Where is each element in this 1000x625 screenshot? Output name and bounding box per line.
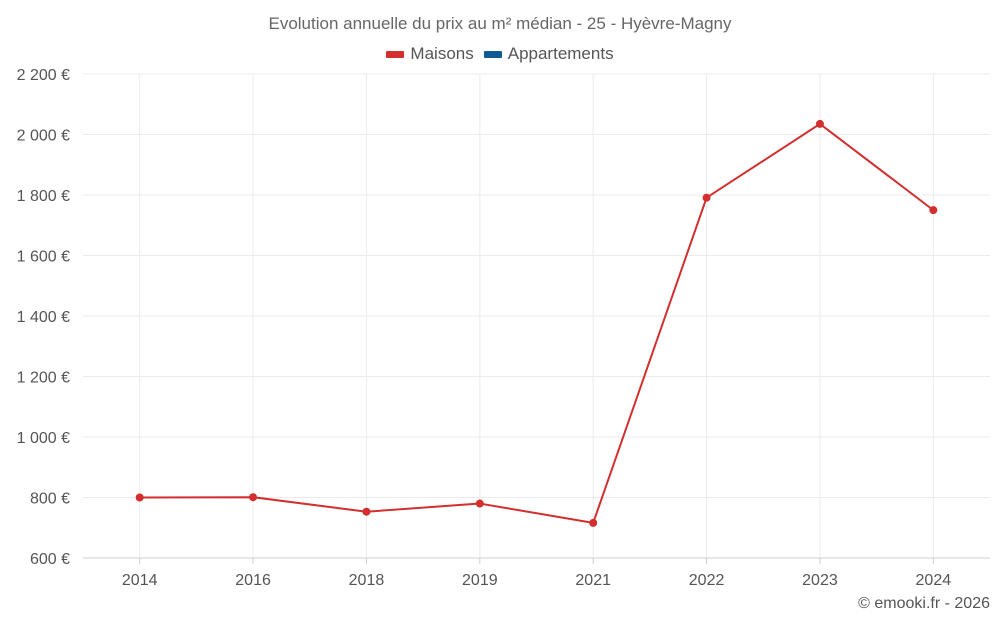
x-tick-label: 2024: [916, 572, 952, 589]
x-tick-label: 2022: [689, 572, 725, 589]
y-tick-label: 2 000 €: [17, 128, 70, 145]
data-point: [362, 507, 371, 516]
x-tick-label: 2023: [802, 572, 838, 589]
data-point: [589, 518, 598, 527]
y-tick-label: 1 600 €: [17, 249, 70, 266]
y-tick-label: 1 200 €: [17, 370, 70, 387]
data-point: [815, 119, 824, 128]
y-tick-label: 1 400 €: [17, 309, 70, 326]
x-tick-label: 2021: [575, 572, 611, 589]
legend-label-appartements: Appartements: [507, 44, 614, 63]
x-tick-label: 2018: [349, 572, 385, 589]
data-point: [702, 193, 711, 202]
y-tick-label: 800 €: [30, 491, 70, 508]
data-point: [475, 499, 484, 508]
legend-swatch-maisons: [386, 50, 405, 58]
legend-item-maisons[interactable]: Maisons: [386, 44, 474, 64]
y-tick-label: 1 800 €: [17, 188, 70, 205]
chart-title: Evolution annuelle du prix au m² médian …: [268, 14, 732, 33]
legend-label-maisons: Maisons: [410, 44, 474, 63]
legend-item-appartements[interactable]: Appartements: [483, 44, 614, 64]
credit-text: © emooki.fr - 2026: [858, 595, 990, 612]
legend-swatch-appartements: [483, 50, 502, 58]
data-point: [929, 206, 938, 215]
y-tick-label: 600 €: [30, 551, 70, 568]
series-line-maisons: [139, 122, 934, 524]
y-tick-label: 2 200 €: [17, 67, 70, 84]
legend: Maisons Appartements: [0, 44, 1000, 64]
x-tick-label: 2019: [462, 572, 498, 589]
x-tick-label: 2014: [122, 572, 158, 589]
y-tick-label: 1 000 €: [17, 430, 70, 447]
data-point: [135, 493, 144, 502]
data-point: [249, 493, 258, 502]
x-tick-label: 2016: [235, 572, 271, 589]
